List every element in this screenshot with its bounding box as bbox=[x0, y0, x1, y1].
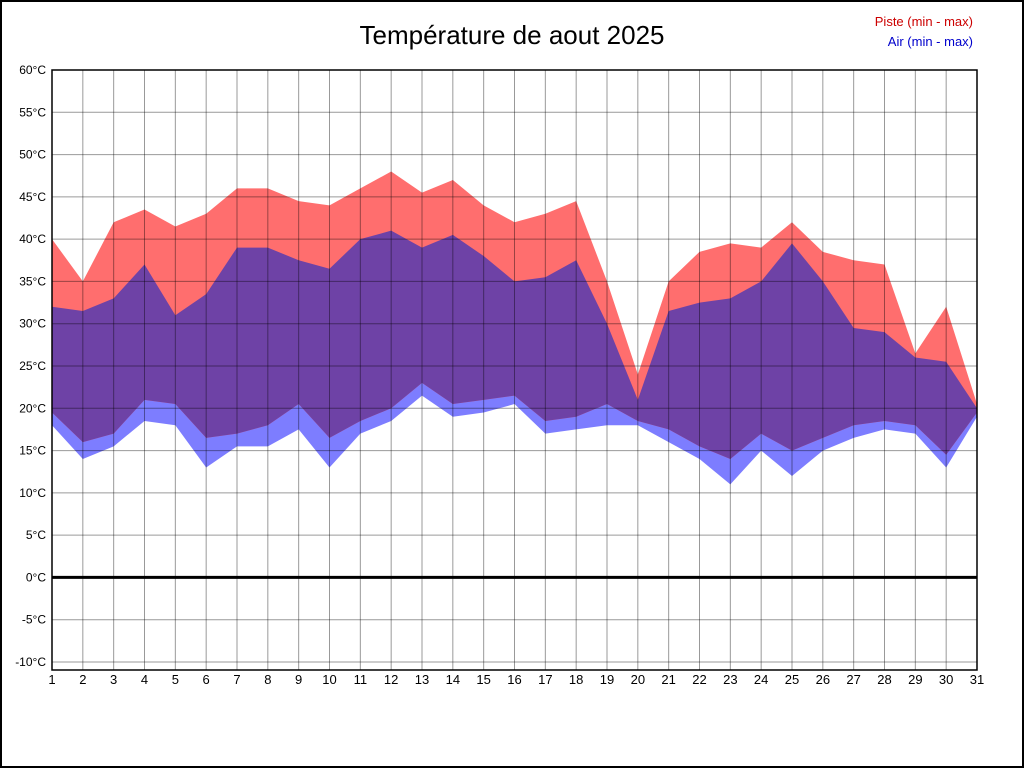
x-tick-label: 24 bbox=[754, 672, 768, 687]
x-tick-label: 20 bbox=[631, 672, 645, 687]
y-tick-label: 25°C bbox=[19, 359, 46, 373]
y-tick-label: -10°C bbox=[15, 655, 46, 669]
x-tick-label: 9 bbox=[295, 672, 302, 687]
x-tick-label: 1 bbox=[48, 672, 55, 687]
y-tick-label: 55°C bbox=[19, 105, 46, 119]
x-tick-label: 14 bbox=[446, 672, 460, 687]
legend-piste-label: Piste (min - max) bbox=[874, 14, 973, 29]
y-tick-label: 30°C bbox=[19, 317, 46, 331]
x-tick-label: 3 bbox=[110, 672, 117, 687]
x-tick-label: 22 bbox=[692, 672, 706, 687]
x-tick-label: 28 bbox=[877, 672, 891, 687]
x-tick-label: 8 bbox=[264, 672, 271, 687]
y-tick-label: 20°C bbox=[19, 401, 46, 415]
chart-title: Température de aout 2025 bbox=[359, 20, 665, 50]
overlap-band bbox=[52, 230, 977, 460]
y-tick-label: 5°C bbox=[26, 528, 46, 542]
x-tick-label: 13 bbox=[415, 672, 429, 687]
y-tick-label: 35°C bbox=[19, 274, 46, 288]
x-tick-label: 25 bbox=[785, 672, 799, 687]
y-tick-label: 50°C bbox=[19, 148, 46, 162]
x-tick-label: 12 bbox=[384, 672, 398, 687]
x-tick-label: 15 bbox=[476, 672, 490, 687]
x-tick-label: 19 bbox=[600, 672, 614, 687]
x-tick-label: 23 bbox=[723, 672, 737, 687]
x-tick-label: 29 bbox=[908, 672, 922, 687]
y-tick-label: -5°C bbox=[22, 613, 46, 627]
x-tick-label: 5 bbox=[172, 672, 179, 687]
plot-frame bbox=[51, 69, 978, 671]
x-tick-label: 31 bbox=[970, 672, 984, 687]
x-tick-label: 7 bbox=[233, 672, 240, 687]
y-tick-label: 15°C bbox=[19, 444, 46, 458]
y-tick-label: 10°C bbox=[19, 486, 46, 500]
x-tick-label: 10 bbox=[322, 672, 336, 687]
x-tick-label: 30 bbox=[939, 672, 953, 687]
x-tick-label: 27 bbox=[846, 672, 860, 687]
x-tick-label: 2 bbox=[79, 672, 86, 687]
y-tick-label: 0°C bbox=[26, 570, 46, 584]
legend-air-label: Air (min - max) bbox=[887, 34, 973, 49]
y-tick-label: 60°C bbox=[19, 63, 46, 77]
x-tick-label: 21 bbox=[661, 672, 675, 687]
y-tick-label: 40°C bbox=[19, 232, 46, 246]
x-tick-label: 11 bbox=[354, 672, 368, 687]
x-tick-label: 26 bbox=[816, 672, 830, 687]
x-tick-label: 18 bbox=[569, 672, 583, 687]
x-tick-label: 4 bbox=[141, 672, 148, 687]
y-tick-label: 45°C bbox=[19, 190, 46, 204]
chart-legend: Piste (min - max) Air (min - max) bbox=[875, 12, 973, 52]
x-tick-label: 6 bbox=[203, 672, 210, 687]
x-tick-label: 17 bbox=[538, 672, 552, 687]
x-tick-label: 16 bbox=[507, 672, 521, 687]
